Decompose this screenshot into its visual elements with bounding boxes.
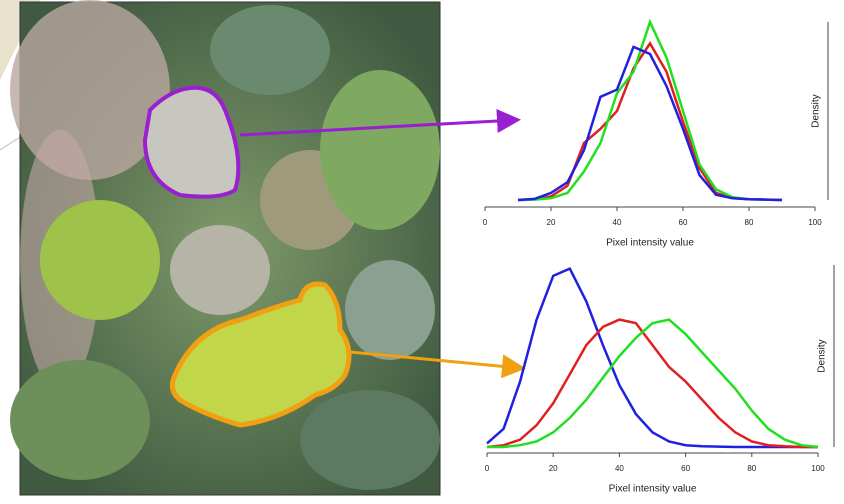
- x-tick-label: 0: [485, 464, 490, 473]
- density-line: [518, 22, 782, 200]
- density-line: [518, 43, 782, 200]
- figure: 0 20 40 60 80 100 Pixel intensity value Density…: [0, 0, 844, 504]
- x-tick-label: 80: [747, 464, 756, 473]
- aerial-image: [10, 0, 440, 495]
- density-line: [518, 47, 782, 200]
- density-line: [487, 320, 818, 447]
- x-tick-label: 40: [613, 218, 622, 227]
- x-axis-label: Pixel intensity value: [606, 238, 694, 249]
- y-axis-label: Density: [811, 94, 822, 127]
- x-tick-label: 80: [745, 218, 754, 227]
- density-line: [487, 269, 818, 447]
- x-axis-label: Pixel intensity value: [609, 484, 697, 495]
- x-tick-label: 20: [549, 464, 558, 473]
- y-axis-label: Density: [817, 339, 828, 372]
- x-tick-label: 20: [547, 218, 556, 227]
- x-tick-label: 0: [483, 218, 488, 227]
- x-tick-label: 100: [808, 218, 822, 227]
- x-tick-label: 100: [811, 464, 825, 473]
- x-tick-label: 60: [679, 218, 688, 227]
- x-tick-label: 60: [681, 464, 690, 473]
- x-tick-label: 40: [615, 464, 624, 473]
